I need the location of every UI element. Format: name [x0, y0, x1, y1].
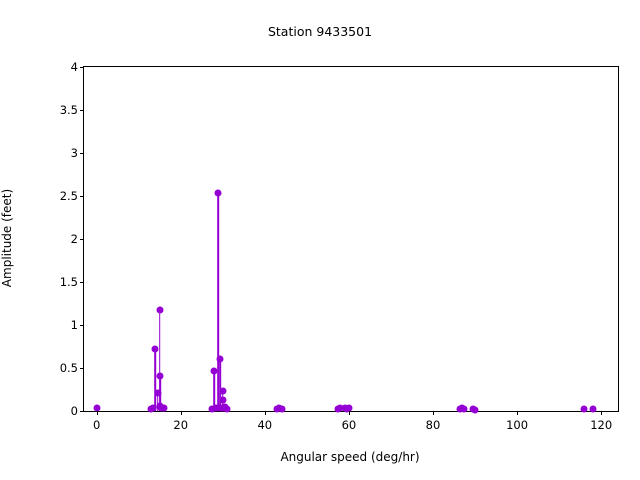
y-axis-tick-label: 2	[70, 232, 78, 246]
stem-line	[159, 375, 161, 411]
y-axis-tick-label: 3.5	[59, 103, 78, 117]
y-axis-tick	[80, 67, 84, 68]
data-point	[460, 405, 468, 413]
data-point	[210, 367, 218, 375]
x-axis-label: Angular speed (deg/hr)	[280, 450, 420, 464]
x-axis-tick-label: 0	[92, 418, 101, 432]
x-axis-tick	[601, 411, 603, 415]
x-axis-tick-label: 20	[173, 418, 189, 432]
y-axis-tick-label: 1	[70, 318, 78, 332]
data-point	[93, 404, 101, 412]
x-axis-tick	[517, 411, 519, 415]
data-point	[336, 404, 344, 412]
page-title: Station 9433501	[267, 24, 373, 39]
x-axis-tick-label: 100	[506, 418, 529, 432]
y-axis-tick	[80, 110, 84, 111]
y-axis-tick	[80, 239, 84, 240]
x-axis-tick-label: 40	[257, 418, 273, 432]
data-point	[149, 404, 157, 412]
y-axis-tick-label: 3	[70, 146, 78, 160]
x-axis-tick	[264, 411, 266, 415]
y-axis-tick-label: 0.5	[59, 361, 78, 375]
y-axis-tick-label: 4	[70, 60, 78, 74]
stem-line	[217, 193, 220, 411]
y-axis-tick	[80, 153, 84, 154]
stem-line	[213, 370, 216, 411]
x-axis-tick-label: 60	[341, 418, 357, 432]
data-point	[278, 405, 286, 413]
x-axis-tick	[432, 411, 434, 415]
data-point	[151, 345, 159, 353]
data-point	[223, 405, 231, 413]
stem-line	[158, 309, 161, 411]
x-axis-tick	[180, 411, 182, 415]
data-series-layer	[84, 67, 618, 414]
data-point	[156, 306, 164, 314]
stem-line	[219, 359, 222, 411]
y-axis-tick	[80, 368, 84, 369]
data-point	[214, 189, 222, 197]
y-axis-tick	[80, 411, 84, 412]
data-point	[589, 405, 597, 413]
stem-line	[154, 349, 157, 411]
x-axis-tick-label: 120	[590, 418, 613, 432]
data-point	[345, 404, 353, 412]
data-point	[156, 372, 164, 380]
data-point	[212, 404, 220, 412]
data-point	[216, 355, 224, 363]
data-point	[471, 406, 479, 414]
data-point	[219, 387, 227, 395]
y-axis-tick-label: 2.5	[59, 189, 78, 203]
data-point	[208, 405, 216, 413]
y-axis-tick	[80, 325, 84, 326]
data-point	[219, 396, 227, 404]
plot-area: 0 0.5 1 1.5 2 2.5 3 3.5 4 0 20 40 60 80 100 120	[60, 60, 619, 432]
y-axis-tick-label: 1.5	[59, 275, 78, 289]
y-axis-tick	[80, 282, 84, 283]
stem-line	[156, 392, 159, 411]
data-point	[580, 405, 588, 413]
y-axis-label: Amplitude (feet)	[0, 188, 14, 288]
x-axis-tick	[348, 411, 350, 415]
data-point	[160, 404, 168, 412]
data-point	[154, 389, 162, 397]
y-axis-tick-label: 0	[70, 404, 78, 418]
x-axis-tick	[96, 411, 98, 415]
y-axis-tick	[80, 196, 84, 197]
x-axis-tick-label: 80	[425, 418, 441, 432]
